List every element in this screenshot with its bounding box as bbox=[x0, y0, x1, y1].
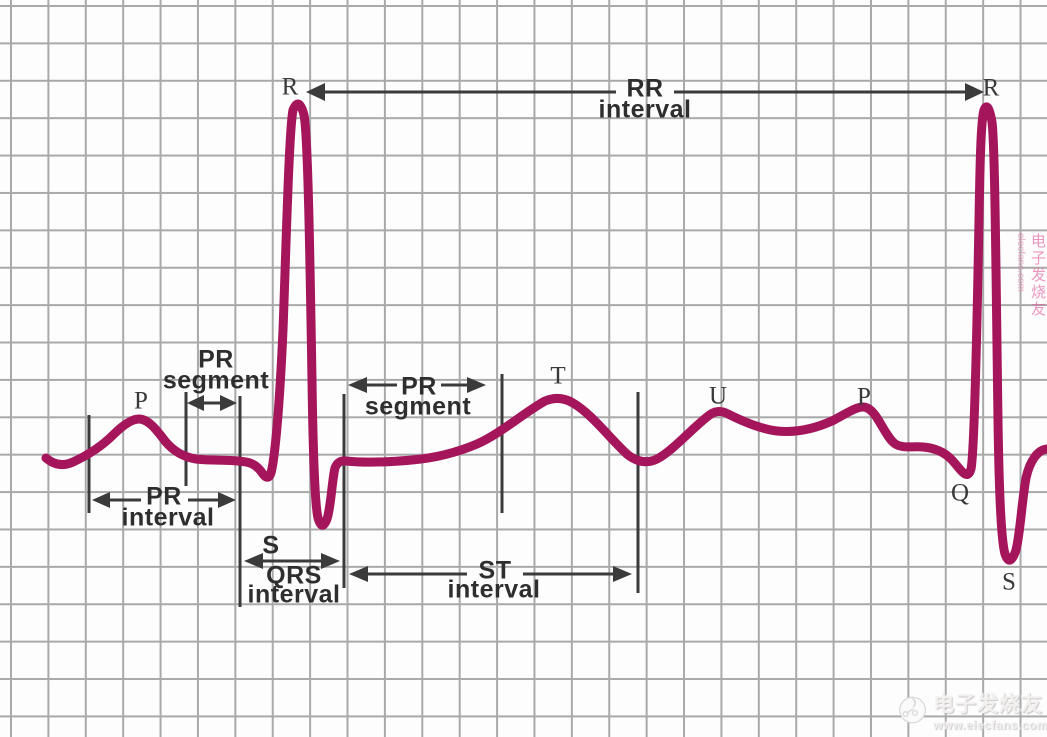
st-interval-arrow bbox=[349, 392, 640, 593]
arrowhead-right-icon bbox=[220, 395, 237, 411]
wave-label-p1: P bbox=[134, 387, 148, 415]
rr-interval-label-line2: interval bbox=[598, 95, 692, 124]
pr-segment-left-arrow bbox=[184, 392, 242, 607]
s-wave-annotation-label: S bbox=[262, 531, 280, 560]
pr-interval-label-line2: interval bbox=[121, 503, 215, 532]
wave-label-p2: P bbox=[857, 383, 871, 411]
arrowhead-left-icon bbox=[348, 377, 367, 393]
wave-label-t: T bbox=[550, 362, 566, 390]
pr-segment-mid-arrow bbox=[348, 374, 504, 513]
watermark-side-url: elecfans.com bbox=[1015, 233, 1027, 292]
qrs-interval-label-line1: QRS bbox=[266, 561, 322, 590]
watermark-side: 电子发烧友 elecfans.com bbox=[1007, 233, 1046, 343]
arrowhead-right-icon bbox=[467, 377, 486, 393]
watermark-corner: 电子发烧友 www.elecfans.com bbox=[898, 683, 1047, 737]
qrs-interval-arrow bbox=[244, 394, 346, 588]
arrowhead-left-icon bbox=[244, 553, 263, 569]
arrowhead-left-icon bbox=[349, 566, 368, 582]
pr-segment-mid-label-line2: segment bbox=[364, 392, 472, 421]
pr-interval-arrow bbox=[87, 415, 236, 513]
rr-interval-arrow bbox=[306, 83, 984, 101]
st-interval-label-line2: interval bbox=[447, 575, 541, 604]
arrowhead-right-icon bbox=[218, 492, 236, 508]
wave-label-u: U bbox=[708, 382, 728, 410]
pr-segment-left-label-line1: PR bbox=[198, 345, 234, 374]
arrowhead-left-icon bbox=[306, 83, 325, 101]
qrs-interval-label-line2: interval bbox=[247, 580, 341, 609]
wave-label-r1: R bbox=[281, 73, 299, 101]
pr-interval-label-line1: PR bbox=[146, 482, 182, 511]
watermark-corner-url: www.elecfans.com bbox=[933, 718, 1047, 732]
rr-interval-label-line1: RR bbox=[626, 74, 664, 103]
elecfans-logo-icon bbox=[899, 696, 926, 724]
interval-annotations bbox=[87, 83, 984, 607]
arrowhead-right-icon bbox=[613, 566, 632, 582]
pr-segment-left-label-line2: segment bbox=[162, 366, 270, 395]
wave-label-r2: R bbox=[982, 74, 1000, 102]
arrowhead-left-icon bbox=[187, 395, 204, 411]
arrowhead-left-icon bbox=[92, 492, 110, 508]
st-interval-label-line1: ST bbox=[478, 556, 512, 585]
ecg-trace bbox=[41, 99, 1047, 565]
wave-label-s2: S bbox=[1002, 568, 1016, 596]
arrowhead-right-icon bbox=[965, 83, 984, 101]
wave-label-q2: Q bbox=[950, 479, 970, 507]
pr-segment-mid-label-line1: PR bbox=[401, 372, 437, 401]
watermark-corner-name: 电子发烧友 bbox=[933, 693, 1044, 716]
arrowhead-right-icon bbox=[321, 553, 340, 569]
watermark-side-name: 电子发烧友 bbox=[1029, 233, 1046, 318]
